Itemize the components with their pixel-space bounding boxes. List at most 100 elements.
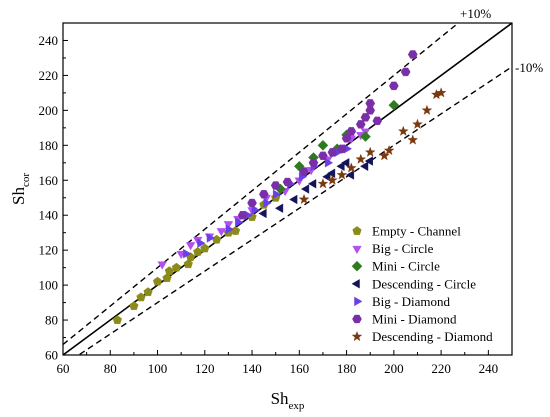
data-point [270,181,281,190]
series-descending-diamond [298,87,447,205]
annotations: +10% -10% [460,6,543,75]
annotation-label: +10% [460,6,491,21]
y-axis-title: Shcor [9,173,32,205]
annotation-label: -10% [515,60,543,75]
data-point [230,226,241,235]
legend-label: Mini - Diamond [372,312,457,327]
y-tick-label: 180 [39,138,59,153]
data-point [216,228,227,237]
plot-frame [62,22,513,356]
data-point [263,198,272,208]
series-descending-circle [258,156,373,219]
legend-label: Descending - Circle [372,276,476,291]
data-point [157,261,167,270]
legend-item: Big - Diamond [354,294,450,309]
y-tick-label: 80 [45,313,58,328]
legend-item: Descending - Diamond [351,329,493,344]
data-point [336,161,345,172]
data-point [346,127,357,136]
data-point [317,178,329,189]
data-point [379,150,390,161]
data-point [258,208,267,219]
data-point [211,234,222,244]
data-point [308,158,319,167]
data-point [152,276,163,286]
legend-label: Descending - Diamond [372,329,493,344]
data-point [300,184,310,194]
y-tick-label: 160 [39,173,59,188]
data-point [341,158,350,168]
legend-label: Big - Diamond [372,294,450,309]
data-point [397,125,409,136]
x-axis-title: Shexp [271,389,305,412]
data-point [289,194,298,205]
legend-label: Mini - Circle [372,259,440,274]
x-tick-label: 220 [431,361,451,376]
x-tick-label: 80 [104,361,117,376]
series-big-diamond [183,144,353,259]
legend-item: Big - Circle [352,241,434,256]
data-point [364,146,376,157]
data-point [183,259,193,269]
data-point [336,169,348,180]
data-point [185,242,196,251]
data-point [136,292,146,302]
data-point [308,179,317,189]
data-point [372,116,383,126]
data-point [274,203,284,213]
data-point [200,243,210,253]
legend-marker [351,330,363,342]
legend-marker [354,296,363,307]
data-point [251,205,260,215]
y-tick-label: 100 [39,278,59,293]
y-tick-label: 120 [39,243,59,258]
data-point [282,177,293,187]
data-point [317,139,329,151]
series-mini-circle [275,99,400,195]
legend-marker [351,279,360,289]
data-point [327,174,338,185]
data-point [345,170,355,180]
y-tick-label: 60 [45,348,58,363]
legend: Empty - Channel Big - Circle Mini - Circle… [351,224,493,344]
data-point [272,189,282,199]
data-point [360,113,371,122]
data-point [365,99,376,108]
data-point [435,87,447,98]
legend-item: Empty - Channel [352,224,461,239]
reference-line-plus10 [63,23,460,346]
x-tick-label: 100 [148,361,168,376]
data-point [197,238,206,248]
data-point [407,134,419,145]
data-point [112,315,122,324]
data-point [298,193,310,205]
data-point [388,99,400,111]
y-tick-label: 220 [39,68,59,83]
data-point [237,211,248,220]
data-point [341,134,352,143]
data-point [225,224,234,234]
data-point [389,81,399,91]
legend-item: Mini - Diamond [352,312,457,327]
data-point [171,262,182,272]
data-point [407,50,418,59]
x-tick-label: 180 [337,361,357,376]
data-point [235,217,244,227]
data-point [360,131,371,142]
x-tick-label: 160 [290,361,310,376]
legend-item: Descending - Circle [351,276,476,291]
data-point [129,301,139,310]
plot-area [63,23,512,355]
data-point [345,162,357,173]
y-tick-label: 200 [39,103,59,118]
data-point [247,198,257,208]
x-tick-label: 140 [242,361,262,376]
data-point [364,156,373,166]
data-point [337,144,347,153]
x-tick-label: 240 [479,361,499,376]
data-point [206,233,215,243]
data-point [355,120,366,129]
legend-label: Empty - Channel [372,224,461,239]
y-tick-label: 140 [39,208,59,223]
